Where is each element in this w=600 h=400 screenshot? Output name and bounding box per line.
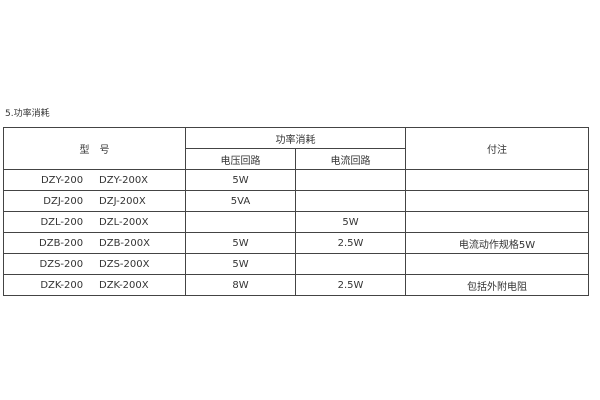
cell-voltage: 8W: [185, 274, 296, 296]
cell-current: [295, 190, 406, 212]
header-current: 电流回路: [295, 148, 406, 170]
cell-model: DZK-200 DZK-200X: [3, 274, 186, 296]
cell-model: DZL-200 DZL-200X: [3, 211, 186, 233]
cell-voltage: 5W: [185, 232, 296, 254]
cell-model: DZY-200 DZY-200X: [3, 169, 186, 191]
cell-model: DZS-200 DZS-200X: [3, 253, 186, 275]
table-row: DZJ-200 DZJ-200X 5VA: [3, 190, 589, 212]
cell-voltage: [185, 211, 296, 233]
cell-note: [405, 253, 589, 275]
header-power: 功率消耗: [185, 127, 406, 149]
cell-current: [295, 169, 406, 191]
cell-model: DZB-200 DZB-200X: [3, 232, 186, 254]
cell-voltage: 5W: [185, 253, 296, 275]
header-row-1: 型 号 功率消耗 付注: [3, 127, 589, 170]
table-row: DZS-200 DZS-200X 5W: [3, 253, 589, 275]
table-row: DZL-200 DZL-200X 5W: [3, 211, 589, 233]
cell-note: [405, 190, 589, 212]
header-voltage: 电压回路: [185, 148, 296, 170]
cell-voltage: 5VA: [185, 190, 296, 212]
cell-current: 2.5W: [295, 274, 406, 296]
cell-model: DZJ-200 DZJ-200X: [3, 190, 186, 212]
cell-voltage: 5W: [185, 169, 296, 191]
cell-current: 2.5W: [295, 232, 406, 254]
cell-current: [295, 253, 406, 275]
cell-current: 5W: [295, 211, 406, 233]
table-row: DZB-200 DZB-200X 5W 2.5W 电流动作规格5W: [3, 232, 589, 254]
cell-note: [405, 169, 589, 191]
cell-note: 包括外附电阻: [405, 274, 589, 296]
section-title: 5.功率消耗: [5, 109, 50, 119]
header-row-2: 电压回路 电流回路: [4, 148, 589, 170]
cell-note: [405, 211, 589, 233]
header-model: 型 号: [3, 127, 186, 170]
table-row: DZY-200 DZY-200X 5W: [3, 169, 589, 191]
power-consumption-table: 型 号 功率消耗 付注 电压回路 电流回路 DZY-200 DZY-200X 5W…: [3, 127, 589, 296]
table-row: DZK-200 DZK-200X 8W 2.5W 包括外附电阻: [3, 274, 589, 296]
cell-note: 电流动作规格5W: [405, 232, 589, 254]
header-note: 付注: [405, 127, 589, 170]
